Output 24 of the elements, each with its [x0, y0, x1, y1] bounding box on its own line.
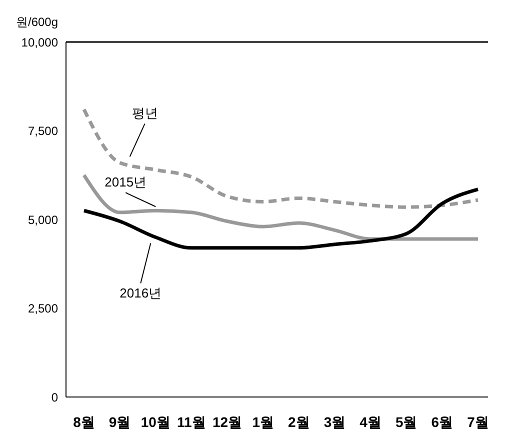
y-tick-label: 0 — [51, 390, 58, 404]
x-tick-label: 7월 — [467, 414, 489, 430]
line-series — [82, 108, 480, 209]
x-tick-label: 10월 — [140, 414, 170, 430]
line-series — [82, 173, 480, 241]
x-tick-label: 5월 — [395, 414, 418, 430]
x-tick-label: 6월 — [431, 414, 454, 430]
x-tick-label: 12월 — [212, 414, 242, 430]
series-label: 2015년 — [104, 174, 147, 190]
text: 평년 — [132, 106, 158, 121]
x-tick-label: 1월 — [252, 414, 274, 430]
y-tick-label: 7,500 — [28, 124, 58, 138]
y-tick-label: 2,500 — [28, 302, 58, 316]
x-tick-label: 8월 — [73, 414, 95, 430]
text: 2016년 — [120, 285, 162, 300]
y-tick-label: 5,000 — [28, 212, 58, 227]
x-tick-label: 2월 — [288, 414, 310, 430]
x-tick-label: 9월 — [108, 414, 131, 430]
x-tick-label: 11월 — [177, 414, 206, 430]
line-series — [82, 188, 480, 250]
y-axis-title: 원/600g — [16, 15, 58, 29]
x-tick-label: 4월 — [360, 414, 382, 430]
y-tick-label: 10,000 — [21, 35, 58, 50]
x-tick-label: 3월 — [324, 414, 346, 430]
